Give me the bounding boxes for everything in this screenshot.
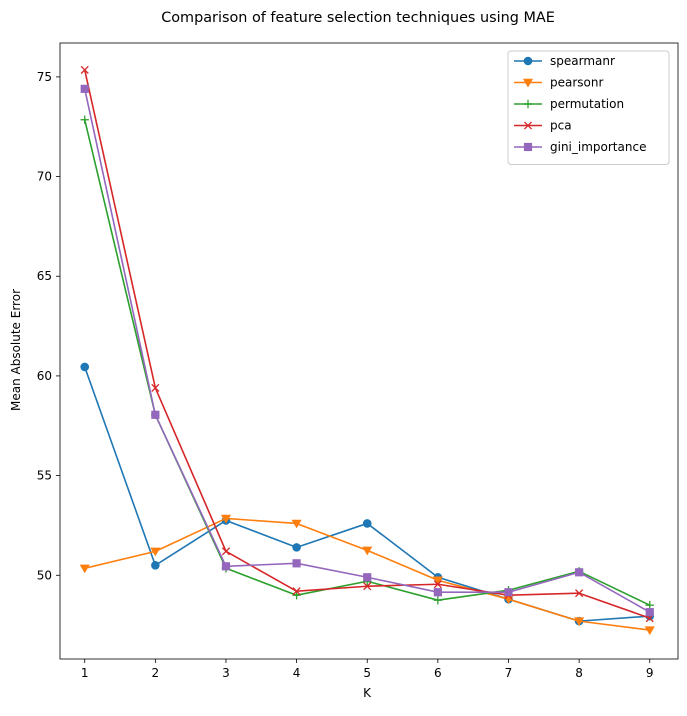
data-point-pca (221, 547, 231, 556)
data-point-pearsonr (574, 617, 585, 627)
data-point-pca (292, 587, 301, 596)
data-point-pearsonr (79, 564, 90, 574)
data-point-gini-importance (645, 608, 654, 617)
legend-marker (523, 56, 533, 66)
y-tick-label: 55 (37, 469, 52, 483)
data-point-pca (433, 580, 442, 589)
data-point-pca (80, 65, 89, 74)
x-tick-label: 3 (222, 666, 230, 680)
data-point-spearmanr (80, 362, 90, 372)
data-point-spearmanr (292, 543, 301, 552)
legend: spearmanr pearsonr permutation pca gini_impo… (507, 50, 670, 165)
legend-item-permutation: permutation (514, 97, 624, 111)
x-axis-label: K (363, 686, 372, 700)
legend-label: gini_importance (550, 140, 646, 154)
legend-box (507, 50, 670, 165)
series-permutation (80, 115, 654, 610)
data-point-gini-importance (292, 559, 301, 568)
legend-label: permutation (550, 97, 624, 111)
plot-area: 1 2 3 4 5 6 7 8 9 50 55 60 65 70 75 (37, 42, 679, 680)
data-point-gini-importance (80, 84, 89, 93)
data-point-pearsonr (644, 626, 655, 636)
y-axis-label: Mean Absolute Error (9, 289, 23, 411)
data-point-pearsonr (220, 514, 232, 524)
data-point-gini-importance (221, 562, 231, 571)
x-tick-label: 9 (646, 666, 654, 680)
data-point-pearsonr (432, 576, 443, 586)
y-tick-label: 60 (37, 369, 52, 383)
data-point-spearmanr (151, 561, 160, 570)
series-pearsonr (79, 514, 655, 636)
x-tick-label: 1 (81, 666, 89, 680)
legend-item-gini-importance: gini_importance (514, 140, 646, 154)
legend-marker (522, 78, 534, 88)
data-point-pca (151, 383, 160, 392)
data-point-permutation (645, 600, 654, 610)
y-tick-label: 50 (37, 568, 52, 582)
series-line-permutation (83, 119, 651, 606)
data-point-permutation (433, 595, 443, 605)
x-tick-label: 7 (505, 666, 513, 680)
data-point-pca (363, 582, 372, 591)
data-point-permutation (80, 115, 89, 124)
legend-marker (523, 121, 533, 130)
data-point-gini-importance (151, 410, 160, 419)
data-point-pearsonr (150, 547, 161, 557)
x-tick-label: 5 (363, 666, 371, 680)
x-tick-label: 2 (152, 666, 160, 680)
legend-marker (523, 142, 533, 152)
data-point-gini-importance (433, 588, 442, 597)
legend-item-spearmanr: spearmanr (514, 54, 615, 68)
data-point-pearsonr (291, 519, 302, 529)
data-point-gini-importance (363, 573, 372, 582)
legend-label: spearmanr (550, 54, 615, 68)
legend-label: pearsonr (550, 76, 603, 90)
data-point-pearsonr (362, 546, 373, 556)
legend-marker (523, 99, 533, 109)
chart-title: Comparison of feature selection techniqu… (161, 10, 555, 26)
x-tick-label: 6 (434, 666, 442, 680)
series-line-gini-importance (83, 88, 651, 613)
series-gini-importance (80, 84, 654, 617)
data-point-pca (575, 589, 584, 598)
data-point-gini-importance (575, 568, 584, 577)
legend-item-pca: pca (514, 119, 572, 133)
x-tick-label: 4 (293, 666, 301, 680)
x-tick-label: 8 (575, 666, 583, 680)
data-point-gini-importance (504, 588, 513, 597)
series-pca (80, 65, 654, 623)
legend-item-pearsonr: pearsonr (514, 76, 603, 90)
legend-label: pca (550, 119, 572, 133)
data-point-spearmanr (362, 519, 372, 528)
axes-frame (59, 42, 679, 660)
data-point-permutation (292, 591, 301, 600)
y-tick-label: 65 (37, 269, 52, 283)
y-tick-label: 75 (37, 70, 52, 84)
y-tick-label: 70 (37, 170, 52, 184)
